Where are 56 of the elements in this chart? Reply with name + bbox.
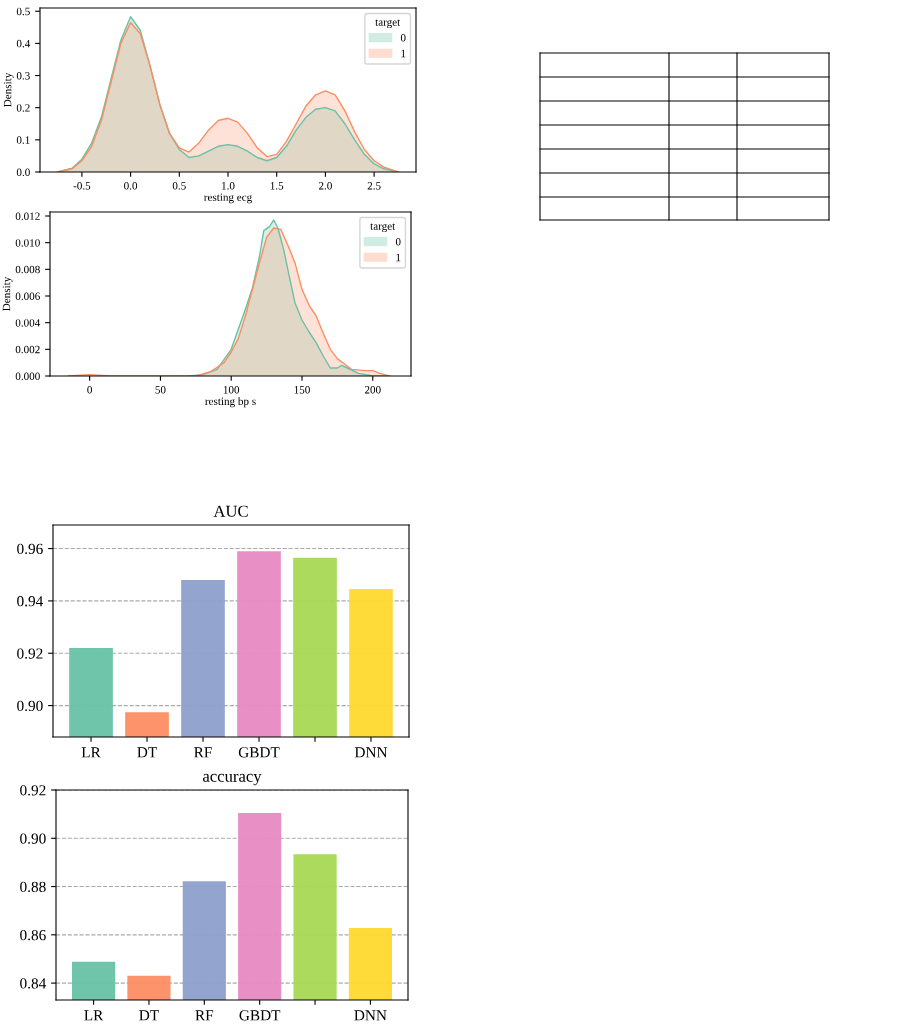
y-tick-label: 0.96 (17, 543, 43, 555)
legend-label: 1 (396, 253, 401, 262)
x-tick-label: 50 (155, 386, 166, 394)
y-tick-label: 0.86 (20, 929, 46, 941)
y-tick-label: 0.88 (20, 881, 46, 893)
y-tick-label: 0.006 (15, 292, 40, 301)
x-tick-label: LR (84, 1010, 104, 1021)
chart-title: AUC (213, 505, 248, 517)
x-tick-label: 200 (364, 386, 381, 394)
y-tick-label: 0.010 (15, 239, 40, 247)
y-tick-label: 0.90 (20, 833, 46, 844)
y-tick-label: 0.94 (17, 596, 44, 607)
legend-label: 0 (400, 34, 406, 42)
y-tick-label: 0.2 (16, 104, 30, 112)
x-tick-label: 0 (87, 386, 92, 394)
x-tick-label: 1.0 (222, 182, 235, 190)
y-tick-label: 0.008 (15, 265, 40, 274)
x-tick-label: 150 (294, 386, 310, 394)
x-tick-label: 2.0 (318, 182, 332, 190)
x-tick-label: DT (139, 1010, 159, 1021)
y-tick-label: 0.002 (15, 345, 40, 354)
legend-label: 0 (395, 238, 401, 246)
x-tick-label: RF (194, 747, 212, 758)
y-tick-label: 0.3 (16, 72, 30, 80)
x-tick-label: DT (137, 747, 157, 758)
x-tick-label: -0.5 (73, 182, 91, 190)
x-tick-label: 1.5 (270, 182, 284, 190)
x-axis-title: resting bp s (205, 397, 256, 408)
y-tick-label: 0.92 (17, 648, 43, 659)
y-tick-label: 0.0 (16, 168, 30, 177)
x-tick-label: DNN (354, 747, 388, 758)
y-tick-label: 0.4 (16, 39, 31, 48)
legend-title: target (370, 223, 396, 233)
x-tick-label: 100 (223, 386, 240, 394)
x-tick-label: GBDT (238, 747, 280, 758)
y-axis-title: Density (2, 276, 13, 311)
y-tick-label: 0.012 (15, 212, 40, 221)
y-tick-label: 0.90 (17, 700, 43, 712)
legend-title: target (375, 19, 401, 29)
x-tick-label: RF (195, 1010, 214, 1021)
x-tick-label: DNN (354, 1010, 387, 1021)
x-tick-label: LR (81, 747, 101, 758)
x-axis-title: resting ecg (204, 193, 253, 204)
y-tick-label: 0.5 (16, 7, 30, 16)
y-tick-label: 0.004 (15, 319, 41, 327)
x-tick-label: 2.5 (367, 182, 381, 190)
y-tick-label: 0.84 (20, 978, 47, 989)
y-axis-title: Density (3, 72, 14, 107)
chart-title: accuracy (202, 773, 262, 786)
y-tick-label: 0.1 (16, 136, 30, 144)
y-tick-label: 0.92 (20, 785, 46, 796)
legend-label: 1 (401, 49, 406, 58)
x-tick-label: 0.0 (124, 182, 138, 190)
x-tick-label: 0.5 (172, 182, 186, 190)
x-tick-label: GBDT (239, 1010, 281, 1021)
y-tick-label: 0.000 (15, 372, 40, 381)
